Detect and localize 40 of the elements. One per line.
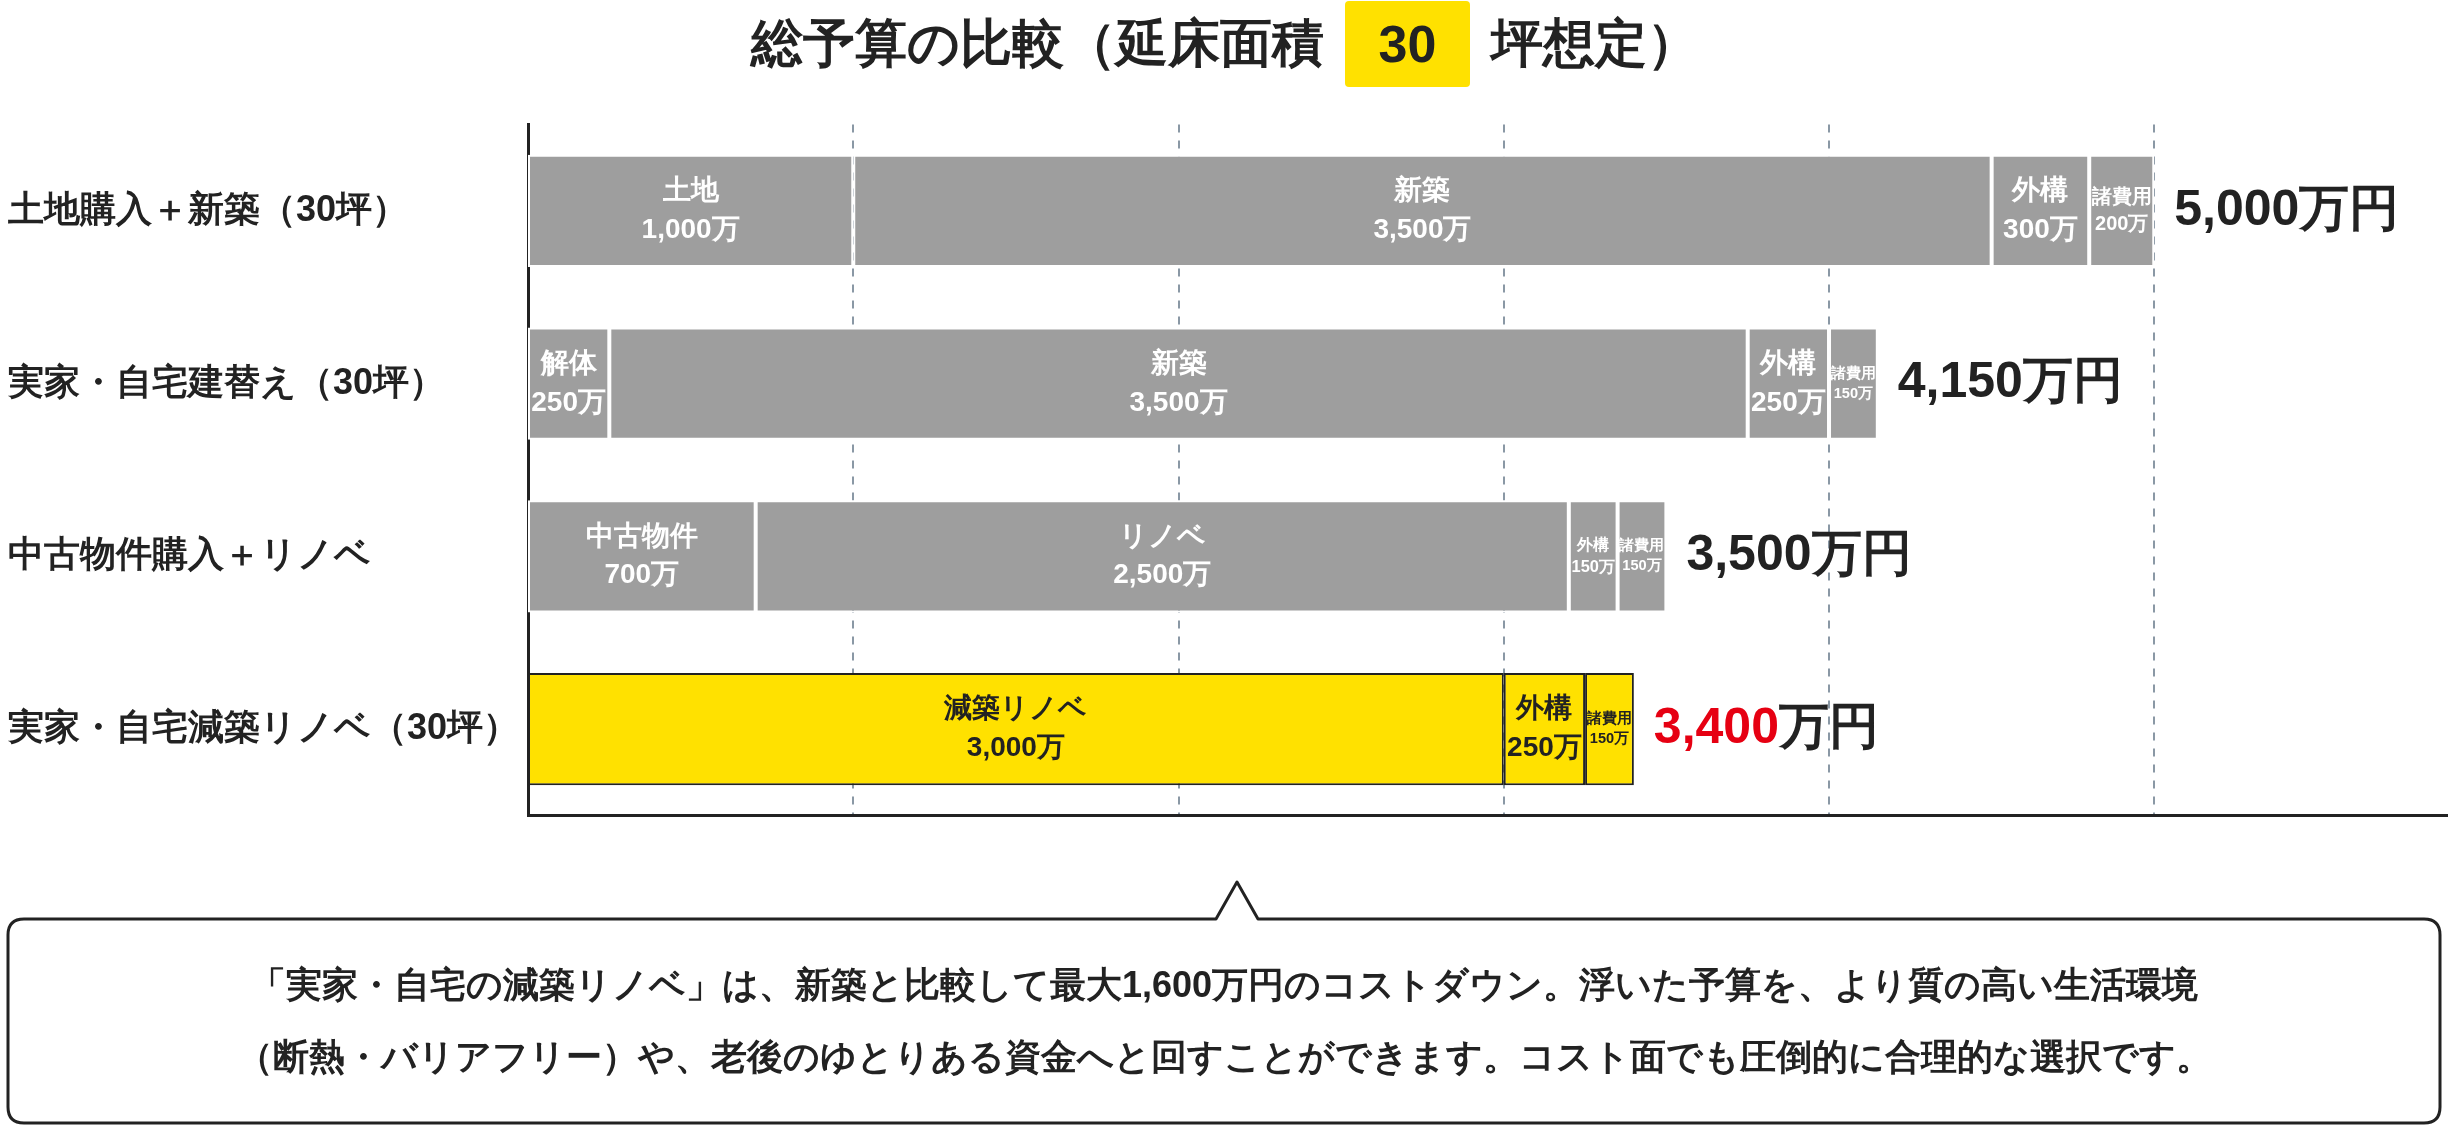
data-label: 2,500万: [1113, 558, 1212, 590]
y-tick-label: 中古物件購入＋リノベ: [8, 533, 371, 575]
total-label: 3,500万円: [1686, 525, 1912, 582]
data-label: 200万: [2095, 212, 2149, 235]
series-label: 土地: [661, 174, 720, 206]
data-label: 250万: [1751, 385, 1826, 417]
series-label: 新築: [1393, 174, 1451, 206]
series-label: 中古物件: [585, 519, 698, 551]
series-label: 外構: [1576, 534, 1610, 553]
data-label: 1,000万: [641, 212, 740, 244]
data-label: 700万: [604, 558, 680, 590]
text: 諸費用: [1586, 709, 1632, 726]
total-label: 3,400万円: [1653, 697, 1879, 754]
text: 外構: [2012, 174, 2069, 206]
series-label: 減築リノベ: [943, 692, 1088, 724]
total-label: 4,150万円: [1897, 352, 2123, 409]
data-label: 3,500万: [1129, 385, 1228, 417]
data-label: 150万: [1589, 730, 1630, 747]
text: 諸費用: [2091, 184, 2152, 207]
y-tick-label: 土地購入＋新築（30坪）: [8, 187, 409, 229]
series-label: 諸費用: [1618, 537, 1665, 554]
text: 外構: [1760, 347, 1817, 379]
y-tick-label: 実家・自宅減築リノベ（30坪）: [7, 705, 520, 747]
data-label: 150万: [1833, 384, 1874, 401]
text: 「実家・自宅の減築リノベ」は、新築と比較して最大1,600万円のコストダウン。浮いた予算を、より質の高い生活環境（断熱・バリアフリー）や、老後のゆとりある資金へと回すことができます。コスト面でも圧倒的に合理的な選択です。: [235, 963, 2213, 1079]
chart-title: 総予算の比較（延床面積 30 坪想定）: [751, 13, 1699, 75]
series-label: リノベ: [1118, 519, 1206, 551]
text: 外構: [1516, 692, 1573, 724]
data-label: 300万: [2003, 212, 2078, 244]
text: 新築: [1150, 347, 1207, 379]
data-label: 150万: [1571, 557, 1615, 576]
data-label: 250万: [531, 385, 607, 417]
text: 諸費用: [1830, 364, 1876, 381]
total-label: 5,000万円: [2174, 179, 2400, 236]
data-label: 3,500万: [1373, 212, 1472, 244]
data-label: 3,000万: [966, 731, 1065, 763]
data-label: 250万: [1507, 731, 1582, 763]
data-label: 150万: [1622, 557, 1662, 574]
series-label: 解体: [539, 347, 598, 379]
y-tick-label: 実家・自宅建替え（30坪）: [7, 360, 446, 402]
